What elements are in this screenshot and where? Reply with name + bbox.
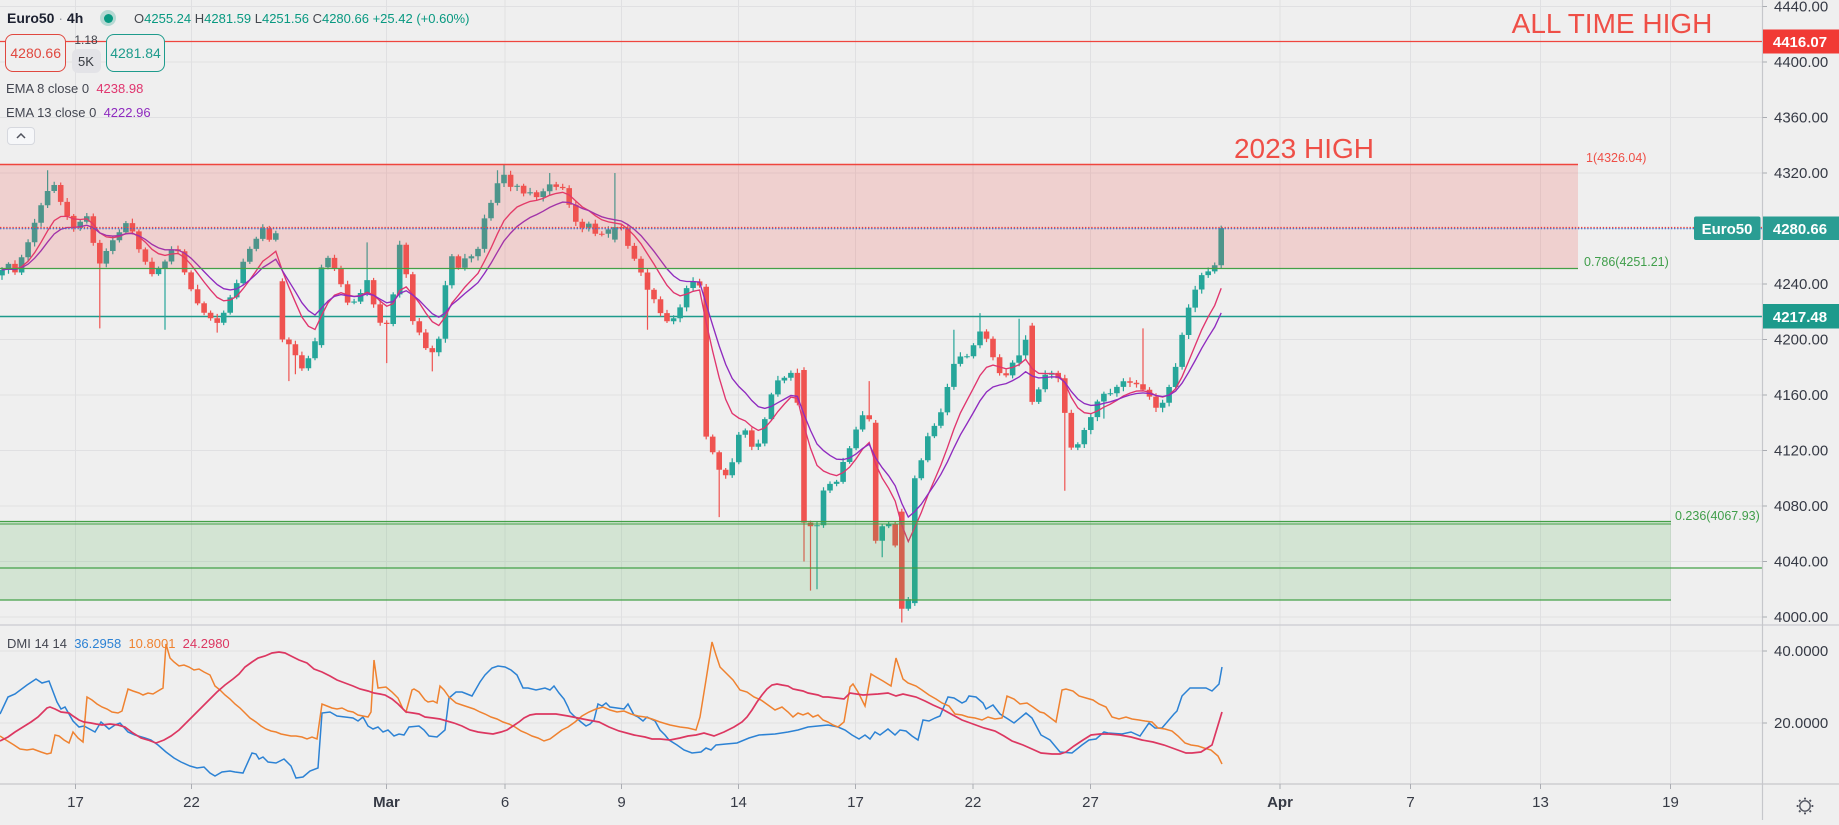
svg-text:4240.00: 4240.00 [1774, 276, 1828, 293]
svg-text:40.0000: 40.0000 [1774, 643, 1828, 660]
svg-text:ALL TIME HIGH: ALL TIME HIGH [1512, 8, 1713, 39]
svg-text:4160.00: 4160.00 [1774, 387, 1828, 404]
svg-text:27: 27 [1082, 794, 1099, 811]
svg-text:0.236(4067.93): 0.236(4067.93) [1675, 509, 1760, 523]
svg-text:4416.07: 4416.07 [1773, 34, 1827, 51]
svg-text:6: 6 [501, 794, 509, 811]
svg-text:20.0000: 20.0000 [1774, 715, 1828, 732]
svg-text:7: 7 [1406, 794, 1414, 811]
svg-text:22: 22 [183, 794, 200, 811]
svg-text:4217.48: 4217.48 [1773, 309, 1827, 326]
svg-text:1(4326.04): 1(4326.04) [1586, 151, 1646, 165]
svg-text:4040.00: 4040.00 [1774, 554, 1828, 571]
svg-text:22: 22 [965, 794, 982, 811]
svg-text:0.786(4251.21): 0.786(4251.21) [1584, 255, 1669, 269]
svg-text:4320.00: 4320.00 [1774, 165, 1828, 182]
svg-text:4000.00: 4000.00 [1774, 609, 1828, 626]
svg-text:2023 HIGH: 2023 HIGH [1234, 133, 1374, 164]
svg-text:4080.00: 4080.00 [1774, 498, 1828, 515]
svg-text:4440.00: 4440.00 [1774, 0, 1828, 16]
svg-text:Mar: Mar [373, 794, 400, 811]
svg-text:14: 14 [730, 794, 747, 811]
svg-text:13: 13 [1532, 794, 1549, 811]
svg-text:17: 17 [847, 794, 864, 811]
svg-text:17: 17 [67, 794, 84, 811]
svg-text:Euro50: Euro50 [1702, 221, 1753, 238]
svg-text:19: 19 [1662, 794, 1679, 811]
svg-text:4360.00: 4360.00 [1774, 110, 1828, 127]
svg-text:4280.66: 4280.66 [1773, 221, 1827, 238]
svg-text:4200.00: 4200.00 [1774, 332, 1828, 349]
svg-text:Apr: Apr [1267, 794, 1293, 811]
svg-text:4400.00: 4400.00 [1774, 54, 1828, 71]
svg-text:4120.00: 4120.00 [1774, 443, 1828, 460]
svg-text:9: 9 [617, 794, 625, 811]
